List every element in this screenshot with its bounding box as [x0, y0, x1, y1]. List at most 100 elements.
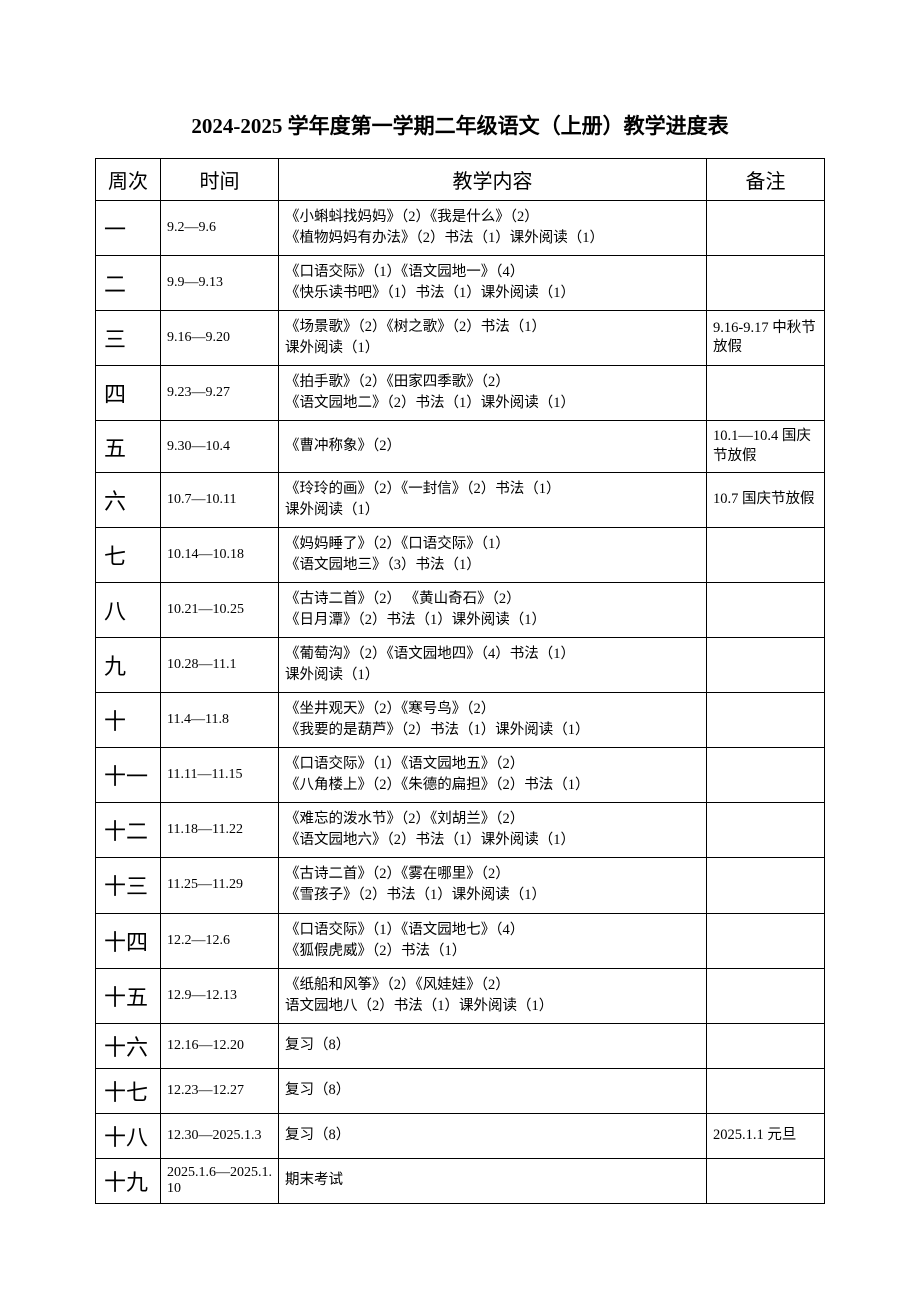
cell-note	[707, 913, 825, 968]
table-row: 十六12.16—12.20 复习（8）	[96, 1023, 825, 1068]
cell-time: 10.21—10.25	[161, 583, 279, 638]
table-row: 四9.23—9.27《拍手歌》（2）《田家四季歌》（2）《语文园地二》（2）书法…	[96, 366, 825, 421]
table-row: 三9.16—9.20《场景歌》（2）《树之歌》（2）书法（1）课外阅读（1）9.…	[96, 311, 825, 366]
content-line: 《快乐读书吧》（1）书法（1）课外阅读（1）	[285, 283, 700, 304]
cell-content: 期末考试	[279, 1158, 707, 1203]
cell-note	[707, 583, 825, 638]
cell-content: 《古诗二首》（2）《雾在哪里》（2）《雪孩子》（2）书法（1）课外阅读（1）	[279, 858, 707, 913]
cell-week: 十三	[96, 858, 161, 913]
table-row: 十八12.30—2025.1.3复习（8）2025.1.1 元旦	[96, 1113, 825, 1158]
table-row: 五9.30—10.4《曹冲称象》（2）10.1—10.4 国庆节放假	[96, 421, 825, 473]
cell-week: 八	[96, 583, 161, 638]
cell-time: 12.23—12.27	[161, 1068, 279, 1113]
content-line: 《八角楼上》（2）《朱德的扁担》（2）书法（1）	[285, 775, 700, 796]
table-row: 十11.4—11.8《坐井观天》（2）《寒号鸟》（2）《我要的是葫芦》（2）书法…	[96, 693, 825, 748]
cell-content: 复习（8）	[279, 1068, 707, 1113]
cell-week: 一	[96, 201, 161, 256]
cell-content: 《口语交际》（1）《语文园地五》（2）《八角楼上》（2）《朱德的扁担》（2）书法…	[279, 748, 707, 803]
content-line: 复习（8）	[285, 1080, 700, 1101]
header-content: 教学内容	[279, 159, 707, 201]
table-row: 十二11.18—11.22《难忘的泼水节》（2）《刘胡兰》（2）《语文园地六》（…	[96, 803, 825, 858]
content-line: 《日月潭》（2）书法（1）课外阅读（1）	[285, 610, 700, 631]
cell-time: 12.2—12.6	[161, 913, 279, 968]
cell-note	[707, 748, 825, 803]
cell-content: 《难忘的泼水节》（2）《刘胡兰》（2）《语文园地六》（2）书法（1）课外阅读（1…	[279, 803, 707, 858]
content-line: 课外阅读（1）	[285, 338, 700, 359]
content-line: 《我要的是葫芦》（2）书法（1）课外阅读（1）	[285, 720, 700, 741]
content-line: 课外阅读（1）	[285, 500, 700, 521]
cell-week: 十七	[96, 1068, 161, 1113]
cell-note: 10.7 国庆节放假	[707, 473, 825, 528]
cell-time: 2025.1.6—2025.1.10	[161, 1158, 279, 1203]
cell-content: 《拍手歌》（2）《田家四季歌》（2）《语文园地二》（2）书法（1）课外阅读（1）	[279, 366, 707, 421]
cell-note	[707, 201, 825, 256]
cell-week: 十五	[96, 968, 161, 1023]
table-row: 二9.9—9.13《口语交际》（1）《语文园地一》（4）《快乐读书吧》（1）书法…	[96, 256, 825, 311]
cell-note	[707, 803, 825, 858]
header-week: 周次	[96, 159, 161, 201]
table-row: 八10.21—10.25 《古诗二首》（2） 《黄山奇石》（2）《日月潭》（2）书…	[96, 583, 825, 638]
content-line: 《葡萄沟》（2）《语文园地四》（4）书法（1）	[285, 644, 700, 665]
cell-week: 十八	[96, 1113, 161, 1158]
cell-time: 10.28—11.1	[161, 638, 279, 693]
cell-content: 《葡萄沟》（2）《语文园地四》（4）书法（1）课外阅读（1）	[279, 638, 707, 693]
content-line: 复习（8）	[285, 1035, 700, 1056]
table-row: 七10.14—10.18《妈妈睡了》（2）《口语交际》（1）《语文园地三》（3）…	[96, 528, 825, 583]
cell-note	[707, 858, 825, 913]
cell-note: 2025.1.1 元旦	[707, 1113, 825, 1158]
content-line: 复习（8）	[285, 1125, 700, 1146]
cell-note	[707, 638, 825, 693]
table-row: 十七12.23—12.27 复习（8）	[96, 1068, 825, 1113]
cell-time: 11.4—11.8	[161, 693, 279, 748]
content-line: 《妈妈睡了》（2）《口语交际》（1）	[285, 534, 700, 555]
cell-note	[707, 693, 825, 748]
content-line: 《口语交际》（1）《语文园地七》（4）	[285, 920, 700, 941]
cell-content: 《玲玲的画》（2）《一封信》（2）书法（1）课外阅读（1）	[279, 473, 707, 528]
schedule-table: 周次 时间 教学内容 备注 一9.2—9.6《小蝌蚪找妈妈》（2）《我是什么》（…	[95, 158, 825, 1204]
table-row: 十五12.9—12.13 《纸船和风筝》（2）《风娃娃》（2）语文园地八（2）书法…	[96, 968, 825, 1023]
content-line: 《古诗二首》（2）《雾在哪里》（2）	[285, 864, 700, 885]
content-line: 《语文园地二》（2）书法（1）课外阅读（1）	[285, 393, 700, 414]
cell-content: 《坐井观天》（2）《寒号鸟》（2）《我要的是葫芦》（2）书法（1）课外阅读（1）	[279, 693, 707, 748]
page-title: 2024-2025 学年度第一学期二年级语文（上册）教学进度表	[95, 110, 825, 140]
cell-week: 十一	[96, 748, 161, 803]
cell-content: 复习（8）	[279, 1023, 707, 1068]
cell-week: 四	[96, 366, 161, 421]
cell-week: 十	[96, 693, 161, 748]
cell-time: 11.18—11.22	[161, 803, 279, 858]
cell-note	[707, 1068, 825, 1113]
content-line: 《纸船和风筝》（2）《风娃娃》（2）	[285, 975, 700, 996]
table-row: 十四12.2—12.6《口语交际》（1）《语文园地七》（4）《狐假虎威》（2）书…	[96, 913, 825, 968]
cell-content: 《小蝌蚪找妈妈》（2）《我是什么》（2）《植物妈妈有办法》（2）书法（1）课外阅…	[279, 201, 707, 256]
cell-note	[707, 256, 825, 311]
cell-note	[707, 968, 825, 1023]
cell-time: 9.16—9.20	[161, 311, 279, 366]
cell-note: 9.16-9.17 中秋节放假	[707, 311, 825, 366]
cell-content: 复习（8）	[279, 1113, 707, 1158]
cell-week: 七	[96, 528, 161, 583]
cell-time: 10.14—10.18	[161, 528, 279, 583]
cell-week: 五	[96, 421, 161, 473]
header-time: 时间	[161, 159, 279, 201]
cell-week: 十六	[96, 1023, 161, 1068]
content-line: 《口语交际》（1）《语文园地一》（4）	[285, 262, 700, 283]
content-line: 《古诗二首》（2） 《黄山奇石》（2）	[285, 589, 700, 610]
cell-time: 12.16—12.20	[161, 1023, 279, 1068]
header-note: 备注	[707, 159, 825, 201]
table-row: 一9.2—9.6《小蝌蚪找妈妈》（2）《我是什么》（2）《植物妈妈有办法》（2）…	[96, 201, 825, 256]
table-row: 十三11.25—11.29《古诗二首》（2）《雾在哪里》（2）《雪孩子》（2）书…	[96, 858, 825, 913]
content-line: 《语文园地六》（2）书法（1）课外阅读（1）	[285, 830, 700, 851]
cell-week: 九	[96, 638, 161, 693]
table-row: 十九2025.1.6—2025.1.10 期末考试	[96, 1158, 825, 1203]
content-line: 语文园地八（2）书法（1）课外阅读（1）	[285, 996, 700, 1017]
table-header-row: 周次 时间 教学内容 备注	[96, 159, 825, 201]
cell-time: 9.30—10.4	[161, 421, 279, 473]
content-line: 期末考试	[285, 1170, 700, 1191]
cell-time: 11.11—11.15	[161, 748, 279, 803]
cell-content: 《妈妈睡了》（2）《口语交际》（1）《语文园地三》（3）书法（1）	[279, 528, 707, 583]
cell-time: 12.9—12.13	[161, 968, 279, 1023]
cell-content: 《口语交际》（1）《语文园地一》（4）《快乐读书吧》（1）书法（1）课外阅读（1…	[279, 256, 707, 311]
cell-week: 十九	[96, 1158, 161, 1203]
table-row: 六10.7—10.11《玲玲的画》（2）《一封信》（2）书法（1）课外阅读（1）…	[96, 473, 825, 528]
cell-week: 三	[96, 311, 161, 366]
